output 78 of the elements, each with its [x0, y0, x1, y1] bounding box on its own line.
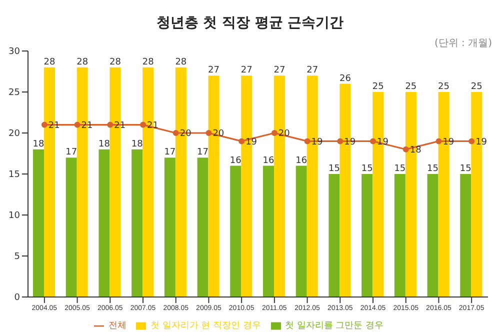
y-tick-label: 20 — [8, 129, 20, 140]
y-tick-label: 15 — [8, 170, 20, 180]
data-label: 21 — [48, 120, 60, 131]
data-label: 17 — [66, 148, 78, 158]
y-tick-label: 5 — [14, 252, 20, 262]
point — [74, 122, 80, 128]
point — [370, 138, 376, 144]
data-label: 20 — [212, 129, 224, 140]
point — [238, 138, 245, 144]
bar — [362, 174, 373, 297]
data-label: 15 — [361, 164, 373, 174]
data-label: 16 — [262, 156, 274, 166]
bar — [328, 174, 340, 297]
data-label: 15 — [394, 164, 406, 174]
point — [41, 122, 48, 128]
data-label: 28 — [175, 57, 187, 68]
bar — [427, 174, 438, 297]
data-label: 27 — [306, 66, 318, 76]
bar — [33, 149, 44, 297]
data-label: 28 — [142, 57, 154, 68]
point — [337, 138, 344, 144]
point — [271, 130, 278, 136]
bar — [263, 166, 274, 297]
bar — [394, 174, 406, 297]
data-label: 25 — [470, 82, 482, 92]
data-label: 28 — [76, 57, 88, 68]
data-label: 15 — [460, 164, 472, 174]
point — [206, 130, 212, 136]
data-label: 25 — [372, 82, 384, 92]
point — [436, 138, 442, 144]
point — [402, 146, 409, 152]
data-label: 19 — [311, 137, 324, 148]
data-label: 28 — [109, 57, 122, 68]
bar — [296, 166, 307, 297]
data-label: 21 — [147, 120, 158, 131]
point — [140, 122, 146, 128]
data-label: 21 — [81, 120, 93, 131]
y-tick-label: 10 — [8, 211, 20, 222]
point — [304, 138, 310, 144]
data-label: 27 — [208, 66, 220, 76]
y-tick-label: 25 — [8, 88, 20, 98]
bar — [98, 149, 110, 297]
y-tick-label: 0 — [14, 293, 20, 304]
data-label: 18 — [131, 139, 144, 150]
point — [172, 130, 179, 136]
data-label: 15 — [427, 164, 439, 174]
point — [468, 138, 475, 144]
bar — [66, 158, 77, 297]
data-label: 19 — [344, 137, 356, 148]
data-label: 26 — [339, 74, 352, 84]
data-label: 20 — [180, 129, 192, 140]
data-label: 27 — [274, 66, 286, 76]
data-label: 28 — [44, 57, 56, 68]
text: (단위 : 개월) — [434, 37, 492, 50]
data-label: 25 — [405, 82, 417, 92]
bar — [197, 158, 208, 297]
data-label: 18 — [32, 139, 44, 150]
data-label: 19 — [442, 137, 454, 148]
data-label: 17 — [164, 148, 176, 158]
data-label: 16 — [230, 156, 242, 166]
point — [107, 122, 114, 128]
chart-title: 청년층 첫 직장 평균 근속기간 — [155, 14, 345, 32]
data-label: 25 — [438, 82, 450, 92]
data-label: 17 — [197, 148, 209, 158]
bar — [132, 149, 143, 297]
bar — [460, 174, 472, 297]
legend-label: 첫 일자리를 그만둔 경우 — [284, 321, 384, 331]
data-label: 21 — [114, 120, 126, 131]
bar — [164, 158, 176, 297]
y-tick-label: 30 — [8, 47, 20, 58]
data-label: 18 — [98, 139, 110, 150]
data-label: 19 — [377, 137, 389, 148]
legend-label: 전체 — [108, 321, 126, 331]
bar — [230, 166, 242, 297]
data-label: 27 — [240, 66, 252, 76]
data-label: 16 — [296, 156, 308, 166]
legend-label: 첫 일자리가 현 직장인 경우 — [150, 321, 261, 331]
data-label: 15 — [328, 164, 340, 174]
